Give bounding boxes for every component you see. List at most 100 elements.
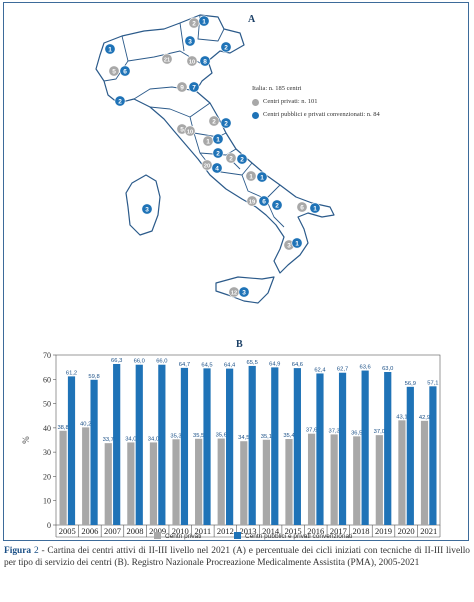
- private-dot-icon: [252, 98, 259, 106]
- y-tick-label: 60: [43, 375, 51, 384]
- bar-value-label: 37,6: [306, 428, 317, 434]
- bar-public: [113, 363, 121, 525]
- legend-swatch-private: [154, 532, 161, 539]
- x-tick-label: 2018: [352, 526, 369, 536]
- marker-count-label: 1: [206, 138, 210, 145]
- caption-text: - Cartina dei centri attivi di II-III li…: [4, 546, 470, 568]
- bar-private: [307, 433, 316, 525]
- chart-legend: Centri privati Centri pubblici e privati …: [154, 532, 352, 540]
- bar-value-label: 66,3: [111, 358, 122, 364]
- y-tick-label: 40: [43, 424, 51, 433]
- mainland-italy-shape: [95, 14, 335, 274]
- public-center-marker: 8: [199, 55, 211, 67]
- marker-count-label: 2: [224, 120, 228, 127]
- marker-count-label: 1: [202, 18, 206, 25]
- bar-value-label: 57,1: [427, 380, 438, 386]
- bar-value-label: 59,8: [88, 374, 99, 380]
- bar-public: [338, 372, 347, 525]
- bar-public: [158, 364, 166, 525]
- bar-value-label: 35,1: [261, 434, 272, 440]
- panel-letter-b: B: [236, 339, 243, 350]
- bar-public: [316, 373, 324, 525]
- public-center-marker: 3: [184, 35, 196, 47]
- x-tick-label: 2021: [420, 526, 437, 536]
- marker-count-label: 20: [204, 163, 210, 169]
- x-tick-label: 2011: [194, 526, 211, 536]
- marker-count-label: 4: [215, 165, 219, 172]
- marker-count-label: 3: [145, 206, 149, 213]
- x-tick-label: 2006: [81, 526, 98, 536]
- x-tick-label: 2012: [217, 526, 234, 536]
- bar-value-label: 66,0: [134, 359, 145, 365]
- marker-count-label: 1: [313, 205, 317, 212]
- region-border: [241, 174, 281, 200]
- bar-value-label: 64,4: [224, 363, 236, 369]
- marker-count-label: 1: [108, 46, 112, 53]
- marker-count-label: 12: [231, 290, 237, 296]
- bar-public: [226, 368, 234, 525]
- x-tick-label: 2013: [240, 526, 257, 536]
- marker-count-label: 5: [112, 68, 116, 75]
- private-center-marker: 9: [176, 81, 188, 93]
- public-center-marker: 2: [114, 95, 126, 107]
- bar-public: [203, 368, 211, 525]
- public-dot-icon: [252, 111, 259, 119]
- bar-value-label: 42,9: [419, 415, 430, 421]
- marker-count-label: 2: [118, 98, 122, 105]
- x-tick-label: 2008: [127, 526, 144, 536]
- bar-private: [398, 420, 406, 525]
- bar-value-label: 62,7: [337, 367, 348, 373]
- bar-value-label: 40,2: [80, 421, 91, 427]
- marker-count-label: 1: [260, 174, 264, 181]
- marker-count-label: 2: [240, 156, 244, 163]
- bar-private: [104, 443, 112, 525]
- private-center-marker: 12: [228, 286, 240, 298]
- marker-count-label: 1: [249, 173, 253, 180]
- public-center-marker: 3: [141, 203, 153, 215]
- y-tick-label: 10: [43, 497, 51, 506]
- figure-frame: 2 1 1 3 2 21 5 6 10 8 2 9 7 2 2 5 10 1 1 2 2 2 20 4 1 1 19 6 2 6 1 3 3 1 1…: [3, 2, 469, 541]
- legend-private-text: Centri privati: n. 101: [263, 97, 318, 105]
- figure-caption: Figura 2 - Cartina dei centri attivi di …: [4, 545, 470, 569]
- bar-private: [82, 427, 90, 525]
- public-center-marker: 2: [220, 41, 232, 53]
- bar-chart: 0 10 20 30 40 50 60 70% 2005 2006 2007 2008 2009 2010…: [21, 351, 441, 540]
- x-tick-label: 2009: [149, 526, 166, 536]
- x-tick-label: 2020: [398, 526, 415, 536]
- public-center-marker: 1: [212, 133, 224, 145]
- private-center-marker: 1: [202, 135, 214, 147]
- x-tick-label: 2010: [172, 526, 189, 536]
- marker-count-label: 5: [180, 126, 184, 133]
- private-center-marker: 21: [161, 53, 173, 65]
- legend-public-row: Centri pubblici e privati convenzionati:…: [252, 111, 380, 119]
- marker-count-label: 10: [189, 59, 195, 65]
- y-tick-label: 0: [47, 521, 51, 530]
- marker-count-label: 2: [192, 20, 196, 27]
- bar-private: [217, 438, 225, 525]
- bar-public: [180, 367, 189, 525]
- marker-count-label: 3: [188, 38, 192, 45]
- marker-count-label: 1: [295, 240, 299, 247]
- bar-value-label: 64,7: [179, 362, 190, 368]
- legend-total-row: Italia: n. 185 centri: [252, 85, 380, 93]
- bar-private: [262, 439, 270, 525]
- bar-public: [67, 376, 76, 525]
- bar-value-label: 38,8: [57, 425, 68, 431]
- x-tick-label: 2015: [285, 526, 302, 536]
- caption-label: Figura: [4, 546, 32, 556]
- bar-value-label: 64,6: [292, 362, 303, 368]
- marker-count-label: 19: [249, 199, 255, 205]
- bar-value-label: 33,7: [103, 437, 114, 443]
- bar-private: [330, 434, 338, 525]
- bar-value-label: 63,0: [382, 366, 393, 372]
- bar-value-label: 61,2: [66, 370, 77, 376]
- x-tick-label: 2019: [375, 526, 392, 536]
- bar-value-label: 34,0: [125, 436, 136, 442]
- caption-number: 2: [33, 546, 39, 556]
- marker-count-label: 2: [275, 202, 279, 209]
- marker-count-label: 10: [187, 129, 193, 135]
- public-center-marker: 2: [271, 199, 283, 211]
- bar-private: [240, 441, 248, 525]
- plot-frame: [55, 354, 441, 526]
